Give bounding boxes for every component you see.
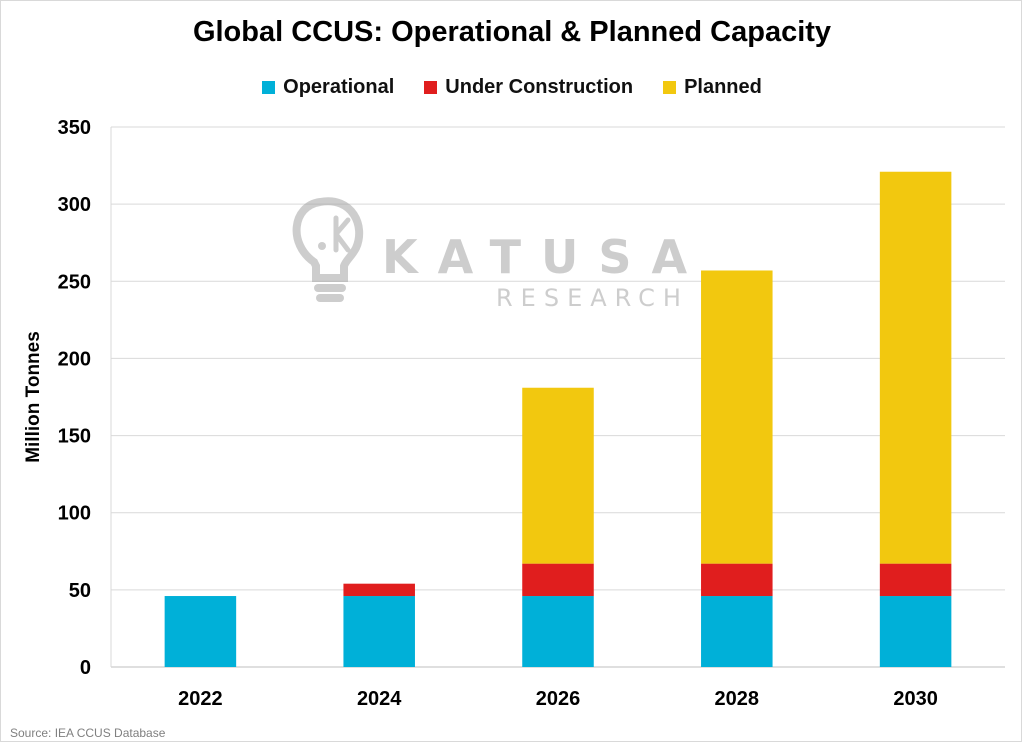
bar-operational-2026: [522, 596, 594, 667]
legend-item-under-construction: Under Construction: [424, 76, 633, 99]
y-tick-label: 200: [58, 348, 91, 370]
legend-swatch-under-construction: [424, 80, 438, 94]
watermark-sub: RESEARCH: [496, 284, 689, 312]
legend-item-planned: Planned: [663, 76, 762, 99]
y-tick-label: 350: [58, 117, 91, 139]
y-tick-label: 150: [58, 426, 91, 448]
x-tick-labels: 2022 2024 2026 2028 2030: [178, 688, 938, 710]
y-tick-label: 0: [80, 657, 91, 679]
bar-operational-2028: [701, 596, 773, 667]
legend-item-operational: Operational: [262, 76, 394, 99]
bar-operational-2030: [879, 596, 952, 667]
legend-swatch-planned: [663, 80, 677, 94]
legend-label-under-construction: Under Construction: [445, 75, 634, 98]
bar-under-construction-2028: [701, 563, 773, 597]
y-tick-label: 50: [69, 580, 91, 602]
x-tick-label: 2026: [536, 688, 581, 710]
x-tick-label: 2022: [178, 688, 223, 710]
y-tick-label: 100: [58, 503, 91, 525]
watermark-brand: KATUSA: [382, 230, 707, 284]
legend: Operational Under Construction Planned: [0, 73, 1024, 101]
bar-under-construction-2030: [879, 563, 952, 597]
y-tick-label: 300: [58, 194, 91, 216]
legend-swatch-operational: [262, 80, 276, 94]
y-tick-label: 250: [58, 271, 91, 293]
x-tick-label: 2030: [893, 688, 938, 710]
bar-planned-2028: [701, 270, 773, 564]
y-tick-labels: 0 50 100 150 200 250 300 350: [58, 117, 91, 679]
bar-planned-2026: [522, 387, 594, 564]
legend-label-operational: Operational: [283, 75, 395, 98]
bar-operational-2022: [164, 596, 237, 667]
x-tick-label: 2024: [357, 688, 402, 710]
bar-planned-2030: [879, 171, 952, 564]
chart-title: Global CCUS: Operational & Planned Capac…: [192, 16, 832, 48]
x-tick-label: 2028: [715, 688, 760, 710]
lightbulb-icon: [292, 197, 364, 302]
bar-operational-2024: [343, 596, 415, 667]
source-note: Source: IEA CCUS Database: [10, 726, 166, 740]
watermark-logo: KATUSA RESEARCH: [292, 197, 707, 312]
bar-under-construction-2026: [522, 563, 594, 597]
bar-under-construction-2024: [343, 583, 415, 597]
legend-label-planned: Planned: [684, 75, 762, 98]
bars: [164, 171, 952, 667]
